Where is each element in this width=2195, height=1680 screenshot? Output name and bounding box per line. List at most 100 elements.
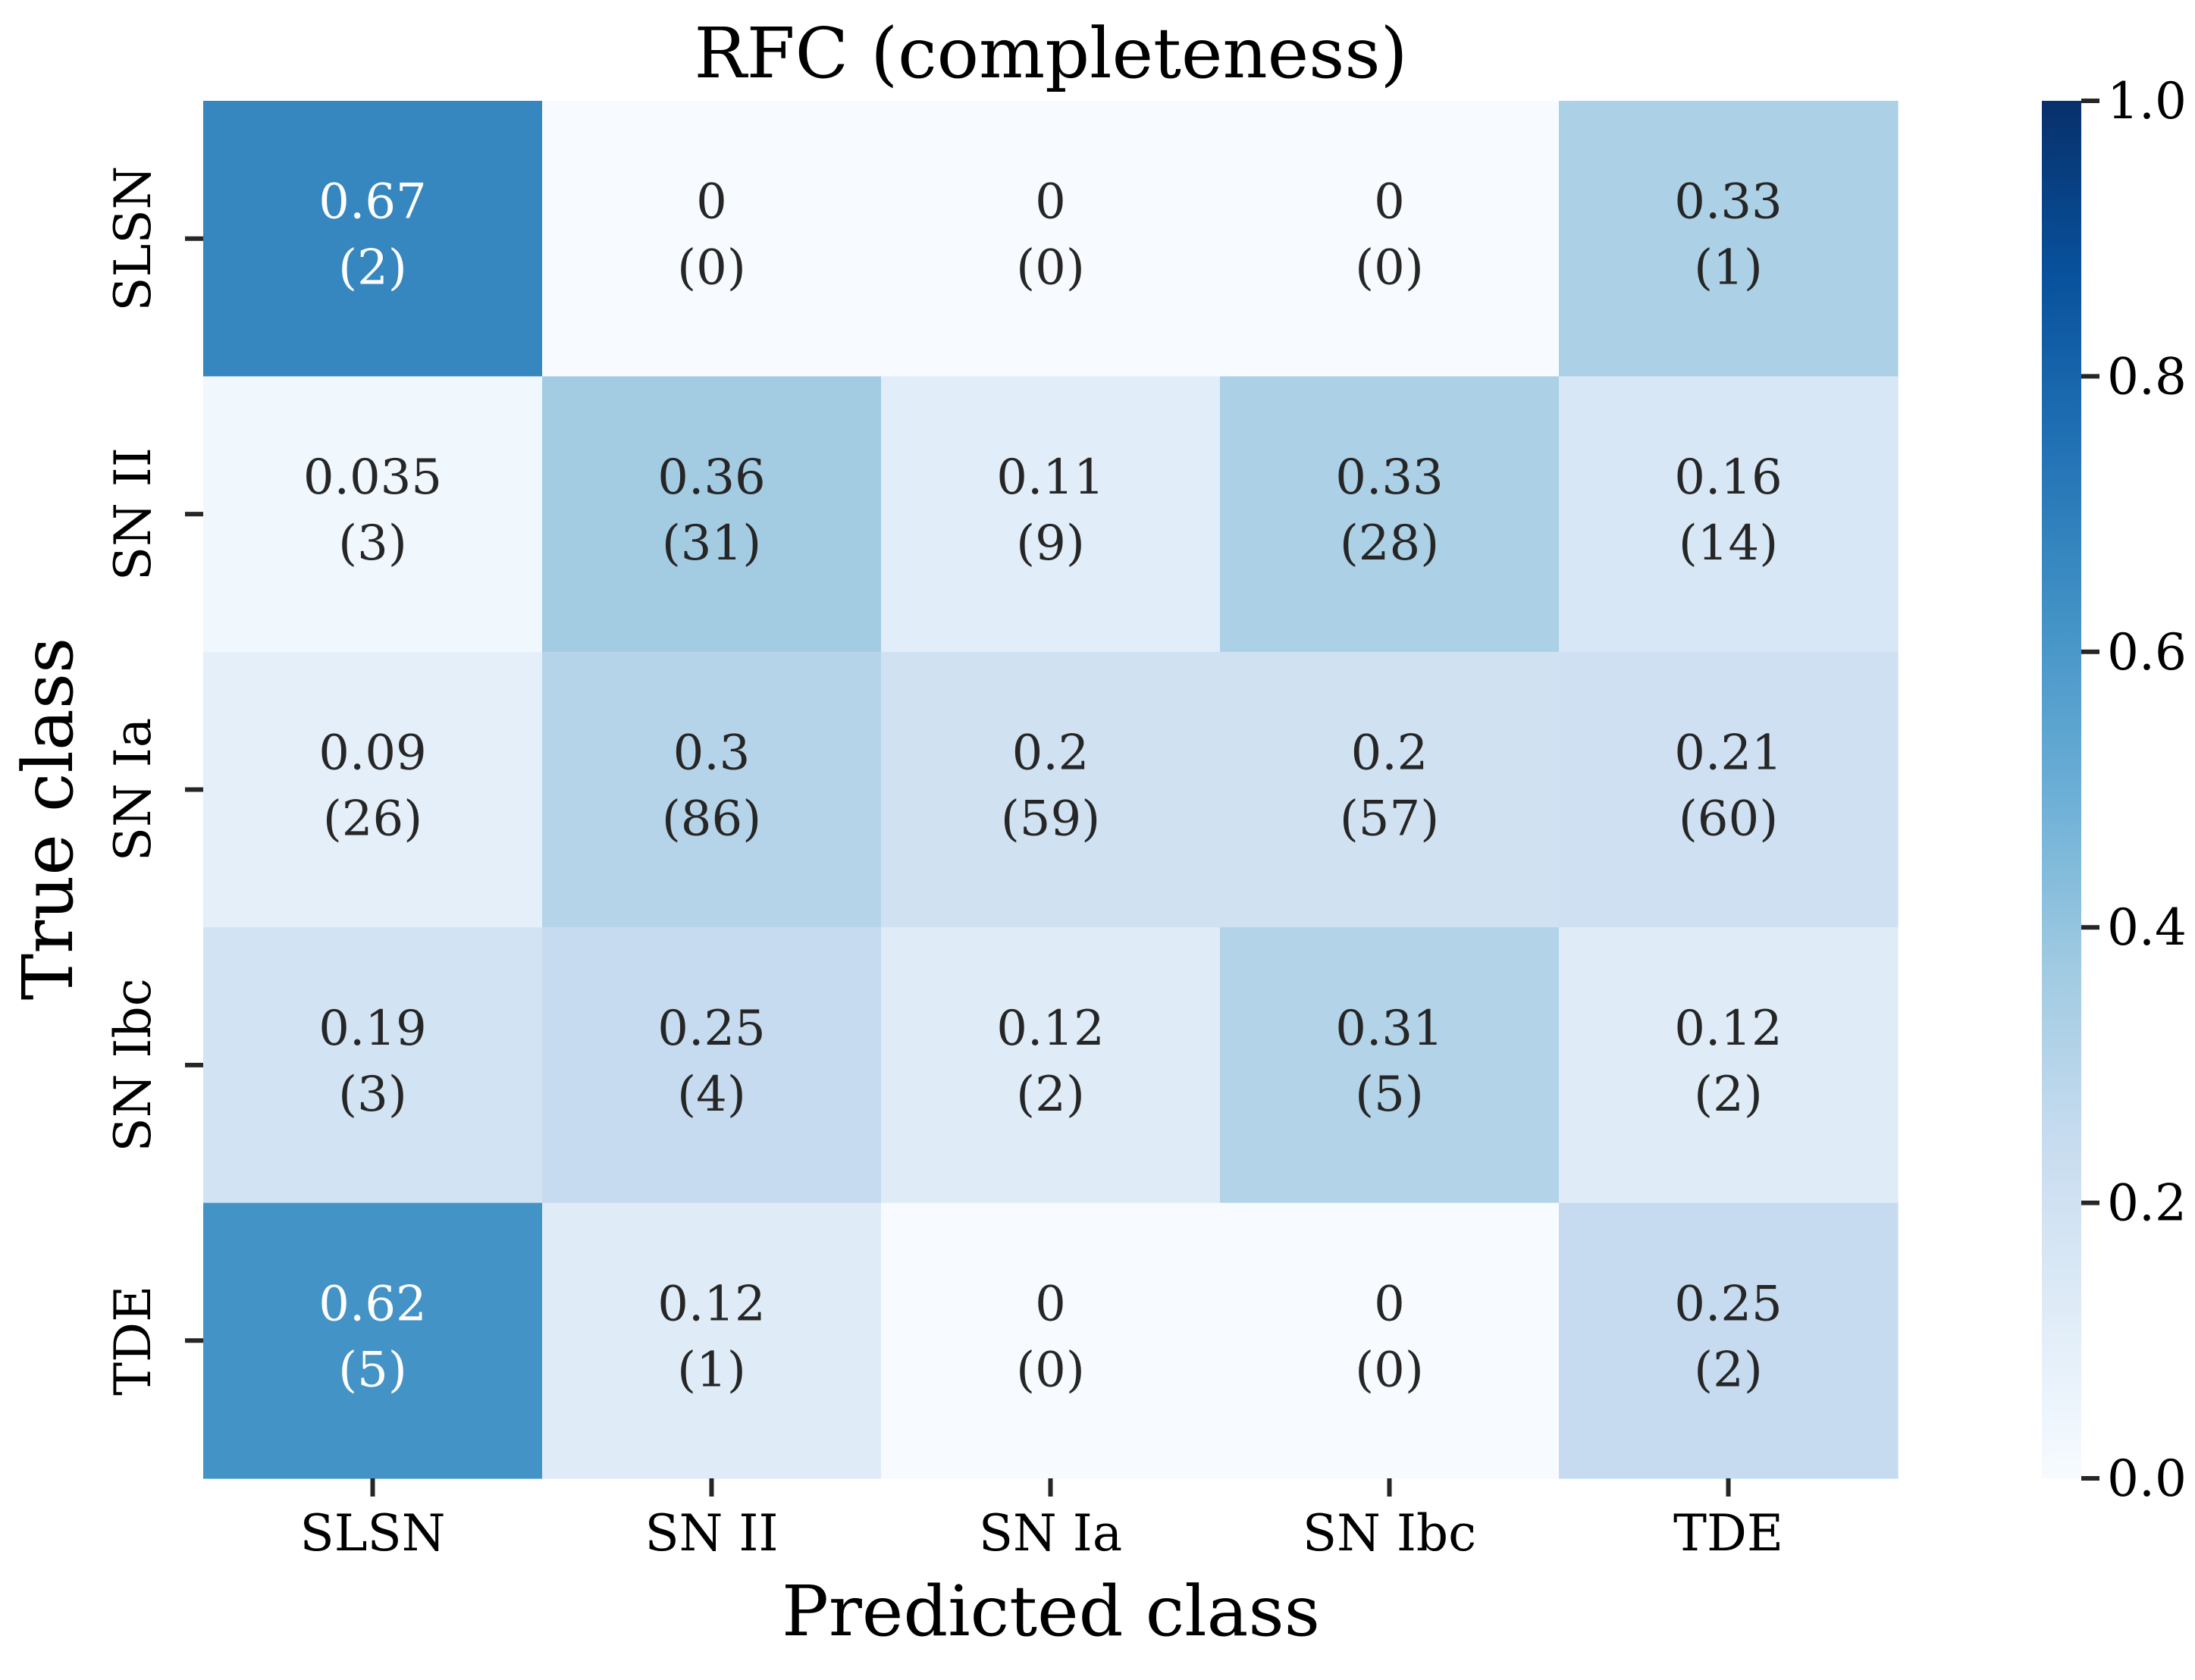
cell-value-label: 0.62 xyxy=(318,1276,427,1332)
y-axis-title: True class xyxy=(8,638,89,1001)
cell-value-label: 0.36 xyxy=(657,450,766,506)
heatmap-cell xyxy=(203,651,543,928)
cell-value-label: 0.19 xyxy=(318,1001,427,1057)
cell-value-label: 0.2 xyxy=(1012,726,1090,782)
cell-value-label: 0.33 xyxy=(1674,174,1783,230)
x-tick-label: TDE xyxy=(1673,1504,1783,1562)
colorbar-tick-label: 1.0 xyxy=(2107,72,2187,130)
cell-count-label: (2) xyxy=(338,240,407,296)
heatmap-cell xyxy=(542,376,882,653)
cell-labels: 0.67 (2) 0 (0) 0 (0) 0 (0) 0.33 (1) 0.035 (3) 0.36 (3… xyxy=(303,174,1783,1399)
heatmap-cell xyxy=(1559,651,1899,928)
heatmap-cell xyxy=(1559,1202,1899,1479)
y-tick-label: SN Ia xyxy=(104,718,162,861)
x-axis-title: Predicted class xyxy=(782,1571,1320,1652)
cell-count-label: (60) xyxy=(1679,791,1778,848)
cell-count-label: (0) xyxy=(677,240,746,296)
cell-count-label: (1) xyxy=(677,1342,746,1398)
cell-value-label: 0.16 xyxy=(1674,450,1783,506)
heatmap-cell xyxy=(1220,101,1560,377)
cell-value-label: 0.25 xyxy=(1674,1276,1783,1332)
heatmap-cell xyxy=(1220,651,1560,928)
heatmap-cell xyxy=(881,101,1221,377)
cell-count-label: (5) xyxy=(338,1342,407,1398)
heatmap-cell xyxy=(1559,101,1899,377)
y-axis: SLSN SN II SN Ia SN Ibc TDE xyxy=(104,166,203,1396)
cell-value-label: 0.25 xyxy=(657,1001,766,1057)
cell-count-label: (0) xyxy=(1016,1342,1085,1398)
heatmap-cell xyxy=(1559,376,1899,653)
cell-value-label: 0.21 xyxy=(1674,726,1783,782)
cell-count-label: (86) xyxy=(662,791,761,848)
heatmap-cell xyxy=(1220,376,1560,653)
cell-value-label: 0.2 xyxy=(1351,726,1428,782)
chart-title: RFC (completeness) xyxy=(695,13,1408,94)
cell-value-label: 0.035 xyxy=(303,450,442,506)
cell-value-label: 0.12 xyxy=(1674,1001,1783,1057)
heatmap-cell xyxy=(881,1202,1221,1479)
cell-value-label: 0 xyxy=(1374,1276,1405,1332)
y-tick-label: SLSN xyxy=(104,166,162,312)
heatmap-cell xyxy=(203,927,543,1204)
colorbar xyxy=(2042,101,2081,1478)
x-axis: SLSN SN II SN Ia SN Ibc TDE xyxy=(299,1478,1783,1562)
cell-count-label: (9) xyxy=(1016,516,1085,572)
x-tick-label: SN Ia xyxy=(979,1504,1122,1562)
heatmap-cell xyxy=(542,927,882,1204)
cell-count-label: (59) xyxy=(1001,791,1100,848)
heatmap-cell xyxy=(542,1202,882,1479)
cell-count-label: (2) xyxy=(1694,1067,1763,1123)
heatmap-cell xyxy=(542,651,882,928)
cell-value-label: 0.11 xyxy=(996,450,1105,506)
heatmap-cell xyxy=(203,101,543,377)
cell-value-label: 0.09 xyxy=(318,726,427,782)
cell-value-label: 0 xyxy=(1035,174,1066,230)
heatmap-cell xyxy=(203,376,543,653)
heatmap-cell xyxy=(1220,1202,1560,1479)
cell-value-label: 0.33 xyxy=(1335,450,1444,506)
heatmap-cell xyxy=(881,927,1221,1204)
colorbar-tick-label: 0.8 xyxy=(2107,347,2187,406)
cell-value-label: 0.31 xyxy=(1335,1001,1444,1057)
cell-value-label: 0 xyxy=(1035,1276,1066,1332)
x-tick-label: SLSN xyxy=(299,1504,445,1562)
cell-value-label: 0.12 xyxy=(996,1001,1105,1057)
cell-count-label: (2) xyxy=(1694,1342,1763,1398)
cell-count-label: (5) xyxy=(1355,1067,1424,1123)
heatmap-cell xyxy=(881,376,1221,653)
colorbar-axis: 0.0 0.2 0.4 0.6 0.8 1.0 xyxy=(2081,72,2187,1508)
colorbar-tick-label: 0.0 xyxy=(2107,1450,2187,1508)
cell-count-label: (0) xyxy=(1016,240,1085,296)
x-tick-label: SN II xyxy=(644,1504,778,1562)
y-tick-label: TDE xyxy=(104,1286,162,1396)
cell-value-label: 0 xyxy=(696,174,727,230)
cell-count-label: (26) xyxy=(323,791,422,848)
cell-count-label: (4) xyxy=(677,1067,746,1123)
cell-value-label: 0.67 xyxy=(318,174,427,230)
cell-count-label: (57) xyxy=(1340,791,1439,848)
cell-count-label: (2) xyxy=(1016,1067,1085,1123)
colorbar-tick-label: 0.4 xyxy=(2107,898,2187,957)
x-tick-label: SN Ibc xyxy=(1303,1504,1476,1562)
cell-count-label: (14) xyxy=(1679,516,1778,572)
heatmap-cell xyxy=(1220,927,1560,1204)
heatmap-cell xyxy=(203,1202,543,1479)
heatmap-cell xyxy=(881,651,1221,928)
cell-count-label: (3) xyxy=(338,516,407,572)
colorbar-tick-label: 0.2 xyxy=(2107,1174,2187,1233)
cell-count-label: (1) xyxy=(1694,240,1763,296)
colorbar-tick-label: 0.6 xyxy=(2107,623,2187,682)
heatmap-cells xyxy=(203,101,1899,1479)
y-tick-label: SN Ibc xyxy=(104,978,162,1152)
cell-value-label: 0 xyxy=(1374,174,1405,230)
heatmap-cell xyxy=(1559,927,1899,1204)
cell-value-label: 0.3 xyxy=(673,726,751,782)
cell-count-label: (28) xyxy=(1340,516,1439,572)
heatmap-cell xyxy=(542,101,882,377)
cell-count-label: (0) xyxy=(1355,1342,1424,1398)
cell-value-label: 0.12 xyxy=(657,1276,766,1332)
y-tick-label: SN II xyxy=(104,447,162,581)
cell-count-label: (0) xyxy=(1355,240,1424,296)
